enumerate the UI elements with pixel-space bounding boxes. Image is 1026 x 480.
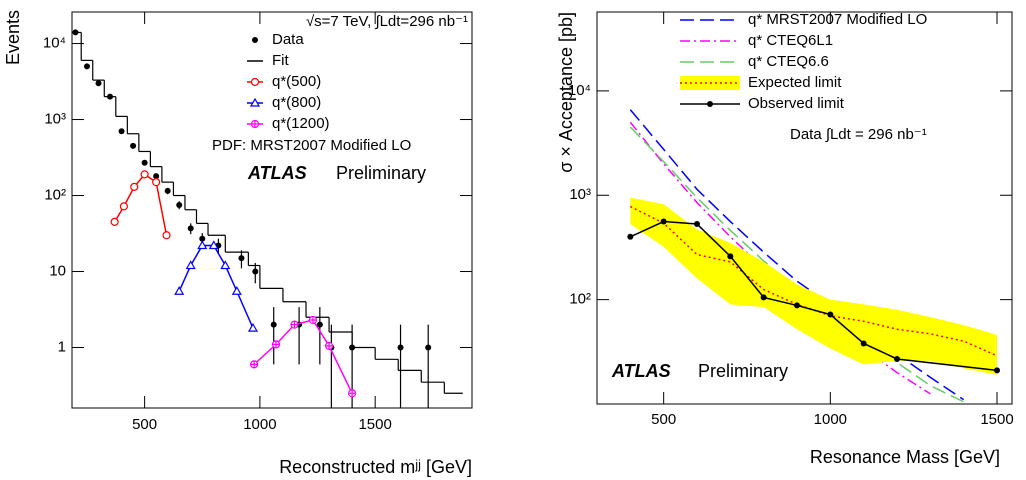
- data-point: [397, 344, 404, 351]
- data-point: [316, 321, 323, 328]
- chart: 500 1000 1500 10² 10³ 10⁴ q* MRST2007 Modified…: [556, 11, 1014, 467]
- data-point: [252, 268, 259, 275]
- experiment-label: ATLAS: [247, 163, 307, 183]
- data-point: [164, 187, 171, 194]
- data-point: [270, 321, 277, 328]
- x-tick-label: 1000: [243, 416, 276, 433]
- series-line: [630, 220, 998, 372]
- plot-area: [627, 109, 1000, 403]
- legend-label: q*(800): [272, 94, 321, 111]
- legend-symbol: [252, 37, 258, 43]
- marker: [110, 217, 119, 226]
- data-point: [130, 142, 137, 149]
- data-point: [83, 63, 90, 70]
- marker: [130, 182, 139, 191]
- legend-label: q* MRST2007 Modified LO: [748, 11, 927, 28]
- y-tick-label: 10: [49, 262, 66, 279]
- y-tick-label: 1: [58, 338, 66, 355]
- legend-symbol: [707, 101, 713, 107]
- y-axis-label: Events: [3, 10, 23, 65]
- marker: [860, 340, 867, 347]
- legend-symbol: [249, 97, 261, 107]
- marker: [247, 322, 259, 332]
- marker: [290, 320, 299, 329]
- legend-label: q*(1200): [272, 115, 330, 132]
- marker: [727, 253, 734, 260]
- x-axis-label: Reconstructed mʲʲ [GeV]: [279, 457, 472, 477]
- marker: [894, 355, 900, 362]
- data-point: [187, 225, 194, 232]
- legend-label: Expected limit: [748, 74, 842, 91]
- marker: [627, 233, 634, 240]
- legend-symbol: [250, 77, 260, 87]
- marker: [660, 218, 667, 225]
- plot-frame: [71, 11, 473, 409]
- y-tick-label: 10²: [44, 186, 66, 203]
- legend-label: Observed limit: [748, 95, 845, 112]
- annotation: √s=7 TeV, ∫Ldt=296 nb⁻¹: [306, 13, 468, 30]
- marker: [119, 202, 128, 211]
- x-axis-label: Resonance Mass [GeV]: [810, 447, 1000, 467]
- y-tick-label: 10²: [569, 291, 591, 308]
- status-label: Preliminary: [698, 361, 788, 381]
- marker: [174, 286, 185, 295]
- x-tick-label: 500: [651, 411, 676, 428]
- marker: [231, 286, 242, 295]
- marker: [185, 260, 196, 270]
- marker: [220, 260, 231, 270]
- x-tick-label: 500: [132, 416, 157, 433]
- y-tick-label: 10⁴: [43, 35, 66, 52]
- legend-symbol: [250, 119, 260, 129]
- marker: [694, 221, 700, 228]
- marker: [197, 240, 208, 250]
- legend-label: q*(500): [272, 73, 321, 90]
- y-tick-label: 10³: [569, 186, 591, 203]
- data-point: [153, 173, 160, 180]
- data-point: [95, 80, 102, 87]
- annotation: Data ∫Ldt = 296 nb⁻¹: [790, 126, 927, 143]
- expected-median: [629, 205, 998, 357]
- marker: [162, 231, 171, 240]
- marker: [994, 367, 1000, 374]
- data-point: [176, 202, 183, 209]
- marker: [794, 302, 800, 309]
- x-tick-label: 1000: [814, 411, 847, 428]
- marker: [140, 170, 149, 179]
- x-tick-label: 1500: [980, 411, 1013, 428]
- marker: [250, 360, 259, 369]
- data-point: [141, 159, 148, 166]
- legend-label: Fit: [272, 52, 289, 69]
- marker: [760, 294, 767, 301]
- series-line: [253, 319, 353, 394]
- series-line: [629, 109, 965, 401]
- legend-label: q* CTEQ6.6: [748, 53, 829, 70]
- marker: [324, 341, 334, 350]
- legend-label: q* CTEQ6L1: [748, 32, 833, 49]
- experiment-label: ATLAS: [611, 361, 671, 381]
- marker: [152, 178, 161, 187]
- marker: [308, 315, 318, 325]
- marker: [348, 389, 357, 398]
- marker: [827, 311, 834, 318]
- data-point: [238, 255, 245, 262]
- plot-frame: [596, 11, 1013, 405]
- marker: [271, 340, 281, 349]
- plot-area: [72, 29, 463, 408]
- data-point: [425, 344, 432, 351]
- x-tick-label: 1500: [358, 416, 391, 433]
- legend-label: Data: [272, 31, 304, 48]
- marker: [208, 240, 219, 250]
- annotation: PDF: MRST2007 Modified LO: [212, 137, 411, 154]
- status-label: Preliminary: [336, 163, 426, 183]
- y-tick-label: 10³: [44, 110, 66, 127]
- data-point: [199, 235, 206, 242]
- data-point: [118, 128, 125, 135]
- y-axis-label: σ × Acceptance [pb]: [556, 12, 576, 173]
- y-tick-label: 10⁴: [568, 82, 591, 99]
- expected-band: [630, 197, 997, 375]
- chart: 500 1000 1500 1 10 10² 10³ 10⁴ Data Fit q*(500) q*(…: [3, 10, 473, 477]
